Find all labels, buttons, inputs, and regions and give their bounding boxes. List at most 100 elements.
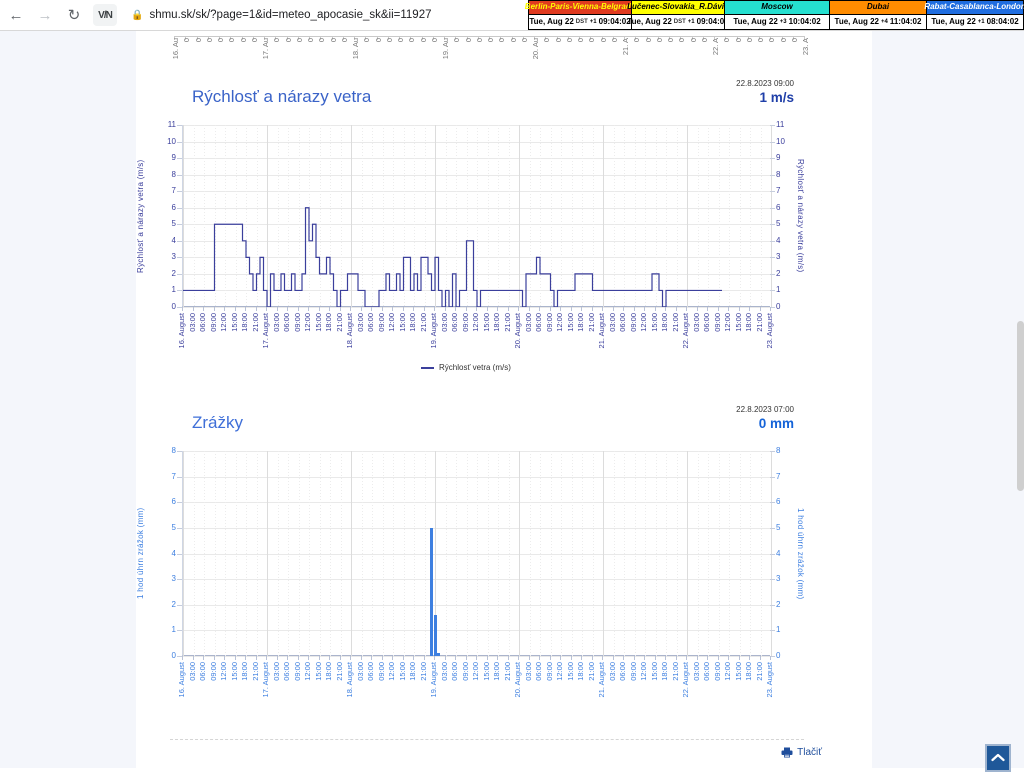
clipped-xtick <box>759 36 760 40</box>
x-axis-tick-label: 09:00 <box>376 313 386 332</box>
clipped-xtick <box>804 36 805 40</box>
clipped-xtick <box>601 36 603 40</box>
y-axis-tick-label: 8 <box>171 169 176 179</box>
x-axis-tick-label: 06:00 <box>450 662 459 681</box>
clipped-xtick-label: 0 <box>688 38 698 43</box>
x-axis-tick-mark <box>297 307 299 311</box>
extension-icon[interactable]: V/N <box>93 4 117 26</box>
gridline <box>214 451 216 656</box>
x-axis-tick-mark <box>707 307 708 311</box>
x-axis-tick-label: 03:00 <box>523 313 533 332</box>
clipped-xtick <box>725 36 727 40</box>
x-axis-tick-mark <box>234 656 236 660</box>
x-axis-tick-label: 21:00 <box>670 313 680 332</box>
x-axis-tick-mark <box>413 656 414 660</box>
x-axis-tick-mark <box>686 656 687 660</box>
clipped-xtick <box>680 36 682 40</box>
x-axis-tick-mark <box>434 307 435 311</box>
x-axis-tick-label: 15:00 <box>481 662 491 681</box>
gridline <box>466 451 468 656</box>
x-axis-tick-mark <box>497 307 498 311</box>
wind-plot: 0 0 1 1 2 2 3 3 4 4 5 5 6 6 7 7 8 8 9 9 10 10 11 11 Rýchlosť a n… <box>136 119 836 439</box>
page-scrollbar[interactable] <box>1017 31 1024 768</box>
x-axis-tick-mark <box>602 307 603 311</box>
address-bar[interactable]: 🔒 shmu.sk/sk/?page=1&id=meteo_apocasie_s… <box>125 3 555 27</box>
y-axis-tick-label: 9 <box>776 153 781 163</box>
clipped-xtick <box>320 36 322 40</box>
gridline <box>540 125 541 307</box>
gridline <box>487 451 489 656</box>
y-axis-tick-mark <box>770 579 775 581</box>
x-axis-tick-label: 09:00 <box>712 313 722 332</box>
x-axis-tick-mark <box>434 656 435 660</box>
gridline <box>645 451 646 656</box>
x-axis-tick-mark <box>455 307 456 311</box>
gridline <box>183 125 184 307</box>
y-axis-tick-label: 6 <box>776 497 781 507</box>
x-axis-tick-mark <box>696 307 698 311</box>
gridline <box>204 451 205 656</box>
x-axis-tick-mark <box>339 307 341 311</box>
clipped-xtick <box>365 36 367 40</box>
y-axis-tick-label: 7 <box>171 471 176 481</box>
gridline <box>309 451 310 656</box>
y-axis-tick-label: 9 <box>171 153 176 163</box>
clipped-xtick-label: 0 <box>767 38 777 43</box>
clipped-xtick <box>219 36 220 40</box>
y-axis-tick-label: 0 <box>776 302 781 311</box>
x-axis-tick-label: 03:00 <box>607 313 617 332</box>
gridline <box>603 125 604 307</box>
x-axis-tick-label: 12:00 <box>303 662 312 681</box>
clipped-xtick-label: 0 <box>463 38 473 43</box>
back-button[interactable]: ← <box>3 2 29 28</box>
clipped-xtick-label: 19. Au <box>441 38 450 60</box>
x-axis-tick-label: 18:00 <box>492 313 501 332</box>
x-axis-tick-mark <box>308 307 309 311</box>
clipped-xtick-label: 0 <box>418 38 428 43</box>
clipped-xtick-label: 0 <box>654 38 664 43</box>
x-axis-tick-label: 03:00 <box>187 313 197 332</box>
gridline <box>676 125 678 307</box>
x-axis-tick-mark <box>402 656 404 660</box>
x-axis-tick-mark <box>528 656 530 660</box>
x-axis-tick-label: 21:00 <box>334 313 344 332</box>
x-axis-tick-label: 21:00 <box>418 662 428 681</box>
y-axis-tick-label: 5 <box>776 219 781 229</box>
x-axis-tick-label: 12:00 <box>723 662 732 681</box>
gridline <box>435 451 436 656</box>
x-axis-tick-mark <box>602 656 603 660</box>
clipped-xtick <box>736 36 738 40</box>
x-axis-tick-label: 18:00 <box>660 313 669 332</box>
clipped-xtick <box>376 36 378 40</box>
x-axis-tick-label: 03:00 <box>607 662 617 681</box>
x-axis-tick-mark <box>570 656 572 660</box>
clipped-xtick <box>331 36 333 40</box>
y-axis-tick-mark <box>177 240 182 242</box>
reload-icon: ↻ <box>67 6 81 24</box>
clipped-xtick <box>579 36 580 40</box>
x-axis-tick-label: 15:00 <box>649 313 659 332</box>
gridline <box>645 125 646 307</box>
scrollbar-thumb[interactable] <box>1017 321 1024 491</box>
x-axis-tick-label: 15:00 <box>397 662 407 681</box>
x-axis-tick-label: 12:00 <box>387 313 396 332</box>
print-button[interactable]: Tlačiť <box>781 747 822 758</box>
clipped-xtick-label: 0 <box>474 38 484 43</box>
x-axis-tick-label: 09:00 <box>460 662 470 681</box>
forward-button[interactable]: → <box>32 2 58 28</box>
clipped-xtick-label: 0 <box>744 38 754 43</box>
clipped-xtick-label: 0 <box>497 38 507 43</box>
reload-button[interactable]: ↻ <box>61 2 87 28</box>
x-axis-tick-label: 03:00 <box>439 662 449 681</box>
x-axis-tick-mark <box>245 656 246 660</box>
x-axis-tick-mark <box>287 656 288 660</box>
wind-plot-area <box>182 125 772 308</box>
x-axis-tick-label: 21. August <box>597 313 606 349</box>
y-axis-tick-mark <box>770 257 775 259</box>
x-axis-tick-mark <box>455 656 456 660</box>
x-axis-tick-mark <box>591 307 593 311</box>
x-axis-tick-mark <box>266 307 267 311</box>
gridline <box>277 451 279 656</box>
clipped-xtick <box>691 36 693 40</box>
clipped-xtick-label: 17. Au <box>261 38 270 60</box>
